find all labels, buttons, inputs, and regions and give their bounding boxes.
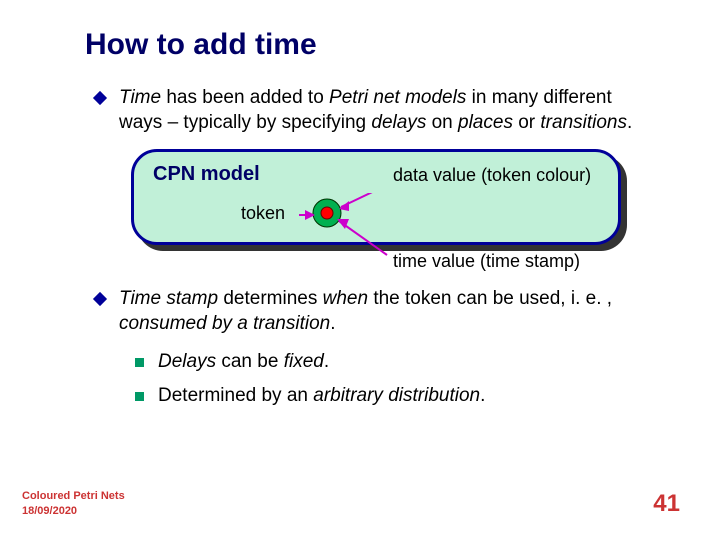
text: places [458,112,513,133]
text: can be [216,351,284,372]
text: . [330,313,335,334]
footer-date: 18/09/2020 [22,504,125,518]
text: Determined by an [158,385,313,406]
text: Time stamp [119,288,218,309]
token-label: token [241,203,285,224]
square-icon [135,358,144,367]
text: delays [371,112,426,133]
sub-2-text: Determined by an arbitrary distribution. [158,385,485,407]
text: Petri net models [329,87,466,108]
data-value-label: data value (token colour) [393,165,591,186]
page-title: How to add time [85,28,660,62]
text: the token can be used, i. e. , [368,288,612,309]
cpn-title: CPN model [153,163,260,186]
footer-left: Coloured Petri Nets 18/09/2020 [22,489,125,518]
text: Time [119,87,161,108]
sub-bullet-2: Determined by an arbitrary distribution. [135,385,660,407]
text: determines [218,288,323,309]
text: . [324,351,329,372]
text: . [480,385,485,406]
bullet-2: Time stamp determines when the token can… [95,287,660,336]
square-icon [135,392,144,401]
bullet-1-text: Time has been added to Petri net models … [119,86,660,135]
text: on [426,112,458,133]
text: . [627,112,632,133]
page-number: 41 [653,490,680,518]
token-inner-circle [321,207,333,219]
text: arbitrary distribution [313,385,480,406]
text: transitions [540,112,627,133]
text: or [513,112,540,133]
diamond-icon [93,292,107,306]
bullet-1: Time has been added to Petri net models … [95,86,660,135]
time-value-label: time value (time stamp) [393,251,580,272]
sub-bullet-1: Delays can be fixed. [135,351,660,373]
text: Delays [158,351,216,372]
text: consumed by a transition [119,313,330,334]
sub-1-text: Delays can be fixed. [158,351,329,373]
footer-name: Coloured Petri Nets [22,489,125,503]
text: fixed [284,351,324,372]
slide: How to add time Time has been added to P… [0,0,720,540]
bullet-2-text: Time stamp determines when the token can… [119,287,660,336]
cpn-box: CPN model token data value (token colour… [131,149,621,269]
arrow-time [339,221,387,255]
text: when [323,288,368,309]
text: has been added to [161,87,329,108]
diamond-icon [93,91,107,105]
token-diagram [299,193,399,273]
